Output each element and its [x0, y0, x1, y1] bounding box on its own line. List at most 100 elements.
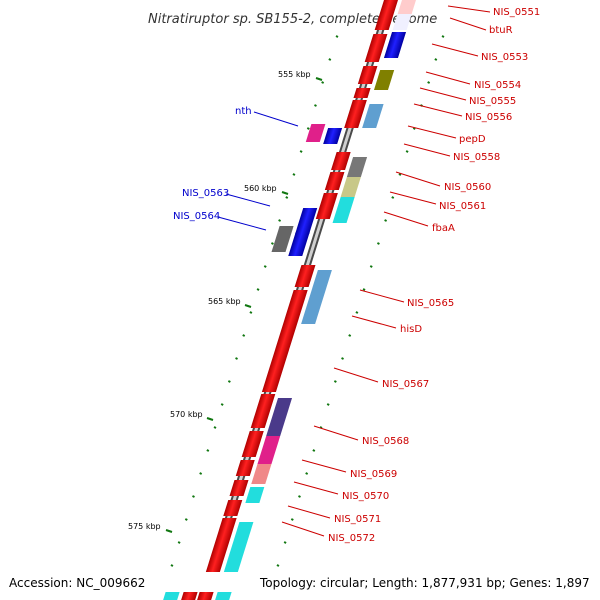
gene-block[interactable]	[315, 193, 338, 219]
tick-dot	[321, 81, 325, 84]
gene-block[interactable]	[344, 100, 367, 128]
gene-label[interactable]: nth	[235, 106, 252, 117]
gene-label[interactable]: NIS_0564	[173, 211, 220, 222]
gene-block[interactable]	[266, 398, 293, 436]
gene-block[interactable]	[332, 197, 355, 223]
gene-block[interactable]	[181, 592, 198, 600]
tick-dot	[199, 472, 203, 475]
gene-block[interactable]	[223, 500, 243, 516]
tick-dot	[341, 357, 344, 360]
tick-dot	[384, 219, 388, 222]
tick-dot	[184, 518, 188, 521]
tick-dot	[434, 58, 438, 61]
gene-label[interactable]: NIS_0568	[362, 436, 409, 447]
gene-block[interactable]	[310, 270, 332, 294]
tick-dot	[441, 35, 445, 38]
gene-label[interactable]: NIS_0563	[182, 188, 229, 199]
tick-dot	[256, 288, 260, 291]
tick-dot	[405, 150, 409, 153]
gene-block[interactable]	[392, 14, 412, 30]
kbp-tick-label: 570 kbp	[170, 410, 203, 419]
tick-dot	[177, 541, 181, 544]
gene-label[interactable]: NIS_0572	[328, 533, 375, 544]
gene-block[interactable]	[357, 66, 378, 84]
gene-label[interactable]: NIS_0555	[469, 96, 516, 107]
tick-dot	[328, 58, 332, 61]
gene-block[interactable]	[383, 32, 407, 58]
gene-label[interactable]: NIS_0569	[350, 469, 397, 480]
tick-dot	[220, 403, 224, 406]
gene-label[interactable]: NIS_0561	[439, 201, 486, 212]
tick-dot	[362, 288, 366, 291]
gene-label[interactable]: NIS_0553	[481, 52, 528, 63]
gene-block[interactable]	[271, 226, 294, 252]
gene-block[interactable]	[346, 157, 368, 177]
gene-block[interactable]	[353, 88, 371, 98]
tick-dot	[292, 173, 296, 176]
kbp-tick-570: 570 kbp	[170, 410, 214, 421]
tick-dot	[170, 564, 174, 567]
tick-dot	[412, 127, 416, 130]
gene-label[interactable]: NIS_0551	[493, 7, 540, 18]
gene-block[interactable]	[251, 464, 272, 484]
tick-dot	[326, 403, 330, 406]
gene-block[interactable]	[288, 232, 310, 256]
kbp-tick-label: 575 kbp	[128, 522, 161, 531]
tick-dot	[312, 449, 316, 452]
tick-dot	[283, 541, 287, 544]
gene-block[interactable]	[163, 592, 180, 600]
tick-dot	[276, 564, 280, 567]
gene-label[interactable]: NIS_0554	[474, 80, 521, 91]
gene-label[interactable]: pepD	[459, 134, 486, 145]
gene-block[interactable]	[294, 265, 316, 287]
tick-dot	[369, 265, 373, 268]
tick-dot	[391, 196, 395, 199]
gene-block[interactable]	[257, 436, 281, 464]
gene-label[interactable]: NIS_0558	[453, 152, 500, 163]
gene-label[interactable]: btuR	[489, 25, 513, 36]
gene-block[interactable]	[235, 460, 255, 476]
gene-block[interactable]	[364, 34, 388, 62]
gene-block[interactable]	[362, 104, 384, 128]
tick-dot	[427, 81, 431, 84]
gene-block[interactable]	[305, 124, 326, 142]
tick-dot	[305, 472, 309, 475]
gene-label[interactable]: NIS_0570	[342, 491, 389, 502]
gene-block[interactable]	[331, 152, 351, 170]
kbp-tick-label: 565 kbp	[208, 297, 241, 306]
gene-label[interactable]: NIS_0556	[465, 112, 512, 123]
genome-summary-text: Topology: circular; Length: 1,877,931 bp…	[259, 576, 590, 590]
gene-block[interactable]	[229, 480, 249, 496]
kbp-tick-565: 565 kbp	[208, 297, 252, 308]
gene-block[interactable]	[261, 290, 308, 392]
tick-dot	[206, 449, 210, 452]
gene-label[interactable]: NIS_0571	[334, 514, 381, 525]
kbp-tick-575: 575 kbp	[128, 522, 173, 533]
gene-label[interactable]: NIS_0567	[382, 379, 429, 390]
gene-block[interactable]	[323, 128, 343, 144]
gene-block[interactable]	[241, 431, 264, 457]
tick-dot	[335, 35, 339, 38]
gene-label[interactable]: hisD	[400, 324, 422, 335]
gene-label[interactable]: NIS_0565	[407, 298, 454, 309]
tick-dot	[227, 380, 231, 383]
gene-block[interactable]	[324, 172, 345, 190]
gene-block[interactable]	[250, 394, 276, 428]
gene-labels-left: nth NIS_0563 NIS_0564	[173, 106, 299, 231]
gene-block[interactable]	[245, 487, 265, 503]
gene-block[interactable]	[295, 208, 318, 234]
gene-block[interactable]	[301, 294, 325, 324]
gene-label[interactable]: fbaA	[432, 223, 455, 234]
footer-background	[0, 572, 600, 592]
gene-block[interactable]	[397, 0, 416, 14]
gene-block[interactable]	[374, 0, 398, 30]
gene-label[interactable]: NIS_0560	[444, 182, 491, 193]
gene-block[interactable]	[340, 177, 361, 197]
kbp-tick-label: 560 kbp	[244, 184, 277, 193]
tick-dot	[306, 127, 310, 130]
kbp-tick-label: 555 kbp	[278, 70, 311, 79]
tick-dot	[192, 495, 195, 498]
gene-block[interactable]	[373, 70, 395, 90]
tick-dot	[290, 518, 294, 521]
